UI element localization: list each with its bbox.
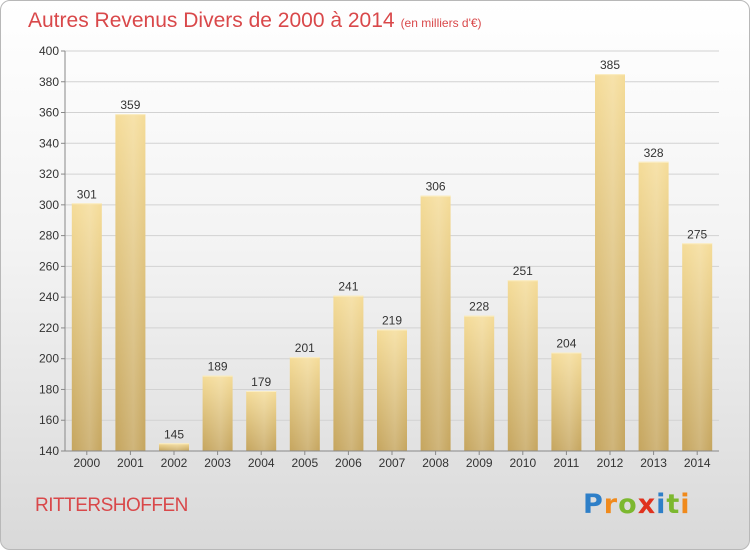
logo-letter: x bbox=[637, 489, 657, 520]
value-label: 359 bbox=[120, 98, 140, 112]
y-tick-label: 320 bbox=[39, 167, 59, 181]
bar-sheen bbox=[595, 74, 625, 452]
value-label: 189 bbox=[208, 360, 228, 374]
logo-letter: P bbox=[583, 489, 604, 520]
logo-letter: o bbox=[618, 489, 638, 520]
x-tick-label: 2013 bbox=[640, 456, 667, 470]
title-text: Autres Revenus Divers de 2000 à 2014 bbox=[28, 9, 395, 32]
value-label: 219 bbox=[382, 313, 402, 327]
value-label: 251 bbox=[513, 264, 533, 278]
x-tick-label: 2007 bbox=[379, 456, 406, 470]
x-tick-label: 2005 bbox=[291, 456, 318, 470]
bar-sheen bbox=[115, 114, 146, 452]
proxiti-logo: Proxiti bbox=[583, 489, 691, 520]
logo-letter: r bbox=[603, 489, 619, 520]
x-tick-label: 2012 bbox=[597, 456, 624, 470]
value-label: 145 bbox=[164, 427, 184, 441]
bar-sheen bbox=[202, 375, 233, 451]
y-tick-label: 180 bbox=[39, 382, 59, 396]
value-label: 201 bbox=[295, 341, 315, 355]
x-tick-labels: 2000 2001 2002 2003 2004 2005 2006 2007 2008 2009… bbox=[73, 456, 710, 470]
logo-letter: t bbox=[666, 489, 681, 520]
bars bbox=[71, 74, 713, 452]
logo-letter: i bbox=[656, 489, 667, 520]
place-name: RITTERSHOFFEN bbox=[35, 495, 188, 516]
value-label: 328 bbox=[644, 146, 664, 160]
y-tick-label: 240 bbox=[39, 290, 59, 304]
x-tick-label: 2006 bbox=[335, 456, 362, 470]
x-tick-label: 2002 bbox=[161, 456, 188, 470]
y-tick-label: 340 bbox=[39, 136, 59, 150]
x-tick-label: 2009 bbox=[466, 456, 493, 470]
chart-title: Autres Revenus Divers de 2000 à 2014 (en … bbox=[28, 9, 482, 33]
x-tick-label: 2003 bbox=[204, 456, 231, 470]
y-tick-label: 200 bbox=[39, 352, 59, 366]
bar-sheen bbox=[420, 195, 451, 451]
value-label: 241 bbox=[338, 280, 358, 294]
x-tick-label: 2008 bbox=[422, 456, 449, 470]
y-tick-label: 140 bbox=[39, 444, 59, 458]
y-tick-label: 400 bbox=[39, 44, 59, 58]
bar-sheen bbox=[159, 443, 189, 451]
y-tick-label: 260 bbox=[39, 259, 59, 273]
bar-sheen bbox=[246, 391, 277, 451]
x-tick-label: 2001 bbox=[117, 456, 144, 470]
value-label: 179 bbox=[251, 375, 271, 389]
bar-sheen bbox=[464, 315, 495, 451]
y-tick-label: 220 bbox=[39, 321, 59, 335]
y-tick-label: 160 bbox=[39, 413, 59, 427]
value-label: 275 bbox=[687, 227, 707, 241]
bar-sheen bbox=[638, 161, 669, 451]
value-label: 204 bbox=[556, 337, 576, 351]
x-tick-label: 2010 bbox=[509, 456, 536, 470]
bar-sheen bbox=[377, 329, 407, 451]
x-tick-label: 2004 bbox=[248, 456, 275, 470]
bar-sheen bbox=[507, 280, 538, 451]
x-tick-label: 2000 bbox=[73, 456, 100, 470]
value-label: 228 bbox=[469, 300, 489, 314]
x-tick-label: 2014 bbox=[684, 456, 711, 470]
y-tick-label: 380 bbox=[39, 75, 59, 89]
title-unit: (en milliers d'€) bbox=[400, 16, 482, 30]
value-label: 301 bbox=[77, 187, 97, 201]
logo-letter: i bbox=[680, 489, 691, 520]
bar-sheen bbox=[682, 243, 713, 451]
y-tick-labels: 140 160 180 200 220 240 260 280 300 320 340 360 380 4… bbox=[39, 44, 59, 458]
bar-sheen bbox=[71, 203, 102, 451]
value-labels: 301 359 145 189 179 201 241 219 306 228 251 204 385 3… bbox=[77, 58, 708, 441]
value-label: 385 bbox=[600, 58, 620, 72]
value-label: 306 bbox=[426, 180, 446, 194]
bar-sheen bbox=[289, 357, 320, 451]
bar-sheen bbox=[333, 295, 364, 451]
y-tick-label: 360 bbox=[39, 106, 59, 120]
axes bbox=[61, 50, 719, 455]
y-tick-label: 280 bbox=[39, 229, 59, 243]
x-tick-label: 2011 bbox=[553, 456, 579, 470]
y-tick-label: 300 bbox=[39, 198, 59, 212]
bar-sheen bbox=[551, 352, 582, 451]
